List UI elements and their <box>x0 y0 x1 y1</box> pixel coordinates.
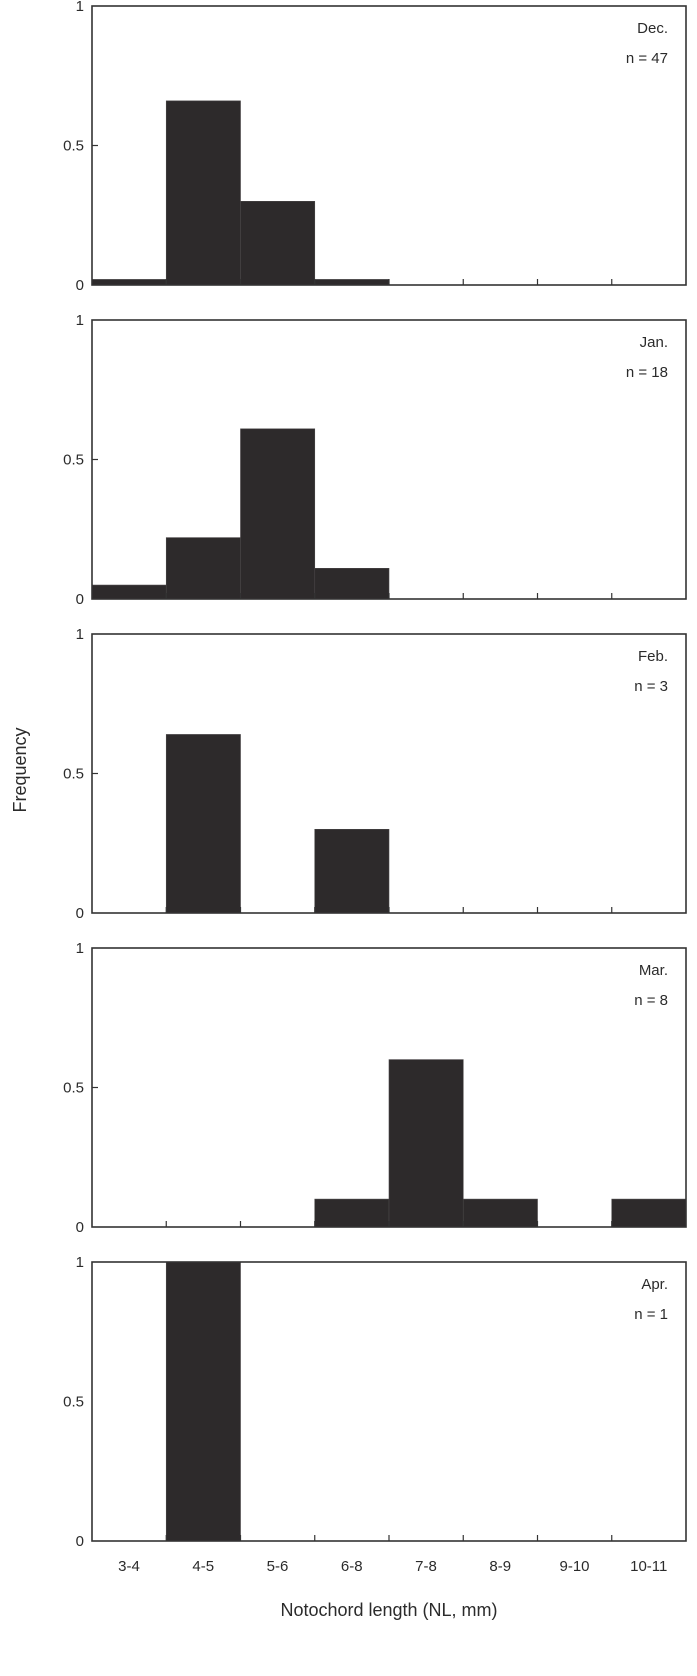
y-axis-title: Frequency <box>10 727 30 813</box>
histogram-bar <box>240 201 316 286</box>
histogram-bar <box>388 1059 464 1228</box>
histogram-bar <box>314 1198 390 1228</box>
x-tick-label: 8-9 <box>489 1558 512 1575</box>
panel-month-label: Apr. <box>641 1276 668 1293</box>
y-tick-label: 0 <box>76 1219 84 1236</box>
y-tick-label: 0.5 <box>63 766 84 783</box>
y-tick-label: 1 <box>76 0 84 15</box>
histogram-bar <box>165 1261 241 1542</box>
panel-dec: 0 0.5 1 Dec. n = 47 <box>63 0 687 294</box>
x-tick-label: 10-11 <box>630 1558 668 1575</box>
histogram-bar <box>91 279 167 286</box>
histogram-bar <box>165 537 241 600</box>
panel-sample-size-label: n = 8 <box>634 992 668 1009</box>
y-tick-label: 0.5 <box>63 1394 84 1411</box>
panel-apr: 0 0.5 1 Apr. n = 1 <box>63 1254 687 1550</box>
panel-sample-size-label: n = 1 <box>634 1306 668 1323</box>
panel-sample-size-label: n = 3 <box>634 678 668 695</box>
y-tick-label: 0.5 <box>63 1080 84 1097</box>
histogram-bar <box>314 568 390 600</box>
histogram-bar <box>314 279 390 286</box>
histogram-bar <box>240 428 316 600</box>
histogram-bar <box>611 1198 687 1228</box>
x-tick-label: 5-6 <box>266 1558 289 1575</box>
histogram-bar <box>165 100 241 286</box>
y-tick-label: 1 <box>76 1254 84 1271</box>
panel-jan: 0 0.5 1 Jan. n = 18 <box>63 312 687 608</box>
panel-month-label: Dec. <box>637 20 668 37</box>
x-tick-label: 9-10 <box>559 1558 590 1575</box>
panel-sample-size-label: n = 47 <box>626 50 668 67</box>
panel-sample-size-label: n = 18 <box>626 364 668 381</box>
histogram-bar <box>165 734 241 914</box>
x-tick-label: 3-4 <box>118 1558 140 1575</box>
y-tick-label: 0 <box>76 277 84 294</box>
y-tick-label: 1 <box>76 626 84 643</box>
panel-month-label: Feb. <box>638 648 668 665</box>
panel-mar: 0 0.5 1 Mar. n = 8 <box>63 940 687 1236</box>
panel-feb: 0 0.5 1 Feb. n = 3 <box>63 626 687 922</box>
y-tick-label: 1 <box>76 940 84 957</box>
y-tick-label: 0 <box>76 1533 84 1550</box>
panel-frame <box>91 1261 687 1542</box>
y-tick-label: 1 <box>76 312 84 329</box>
y-tick-label: 0 <box>76 905 84 922</box>
histogram-bar <box>314 828 390 914</box>
x-axis-title: Notochord length (NL, mm) <box>280 1600 498 1620</box>
x-tick-label: 4-5 <box>192 1558 215 1575</box>
panel-month-label: Mar. <box>639 962 668 979</box>
x-tick-label: 7-8 <box>415 1558 437 1575</box>
histogram-bar <box>91 584 167 600</box>
y-tick-label: 0.5 <box>63 452 84 469</box>
x-tick-label: 6-8 <box>340 1558 363 1575</box>
y-tick-label: 0 <box>76 591 84 608</box>
y-tick-label: 0.5 <box>63 138 84 155</box>
panel-month-label: Jan. <box>640 334 668 351</box>
histogram-bar <box>462 1198 538 1228</box>
